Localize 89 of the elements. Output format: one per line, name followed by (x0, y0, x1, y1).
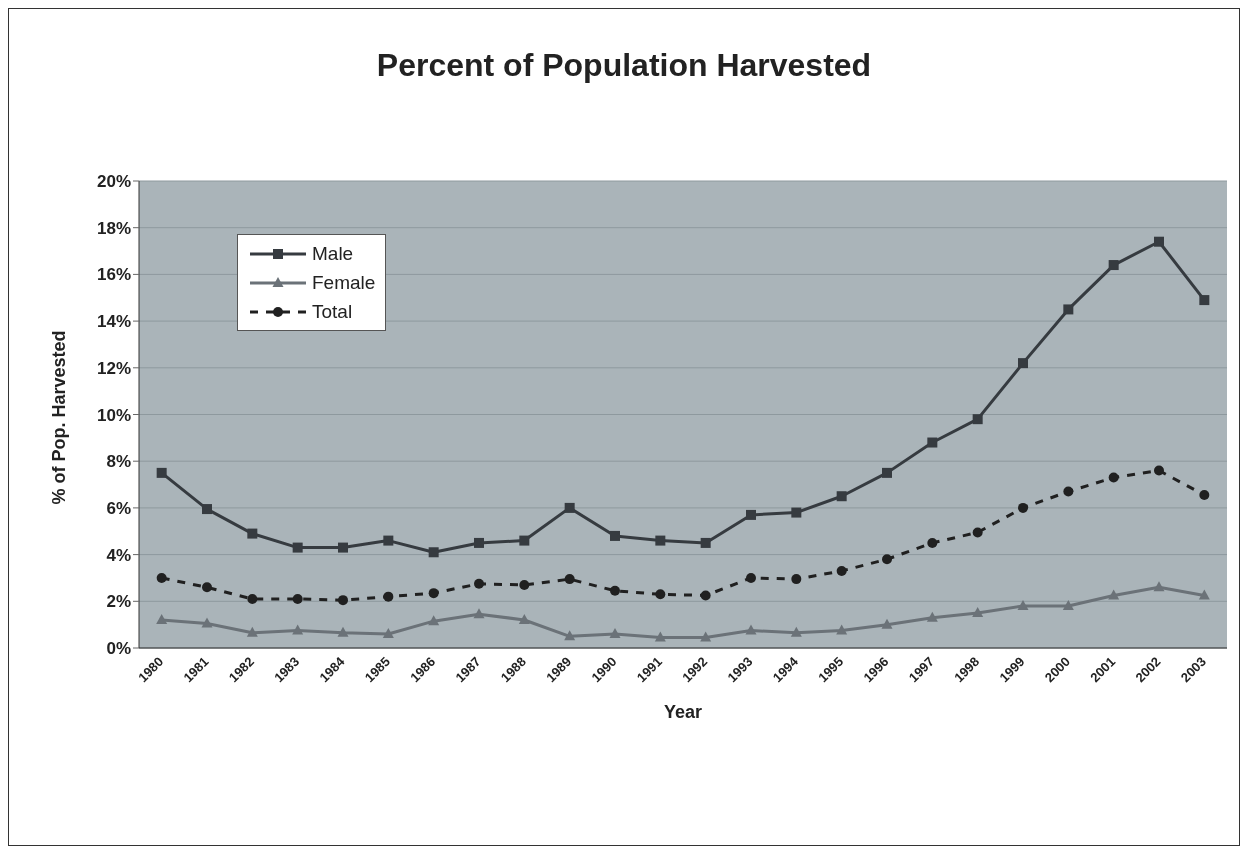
point (338, 542, 348, 553)
point (1063, 486, 1074, 497)
point (926, 611, 938, 622)
point (881, 618, 893, 629)
point (836, 565, 847, 576)
point (202, 582, 212, 593)
point (1062, 599, 1074, 610)
point (382, 627, 394, 638)
point (156, 613, 168, 624)
legend-label: Male (312, 242, 354, 265)
point (836, 624, 848, 635)
point (519, 579, 530, 590)
point (882, 554, 892, 565)
point (1017, 599, 1029, 610)
point (201, 617, 213, 628)
point (338, 595, 348, 606)
point (519, 535, 530, 546)
point (1108, 472, 1119, 483)
y-tick-label: 0% (106, 639, 131, 659)
point (972, 527, 983, 538)
point (609, 627, 621, 638)
y-tick-label: 18% (96, 218, 131, 238)
point (790, 626, 802, 637)
point (927, 537, 938, 548)
point (428, 547, 439, 558)
point (1154, 236, 1164, 247)
point (972, 606, 984, 617)
point (1154, 465, 1164, 476)
point (700, 631, 712, 642)
point (383, 591, 394, 602)
y-tick-label: 2% (106, 592, 131, 612)
point (1199, 490, 1210, 501)
y-tick-label: 20% (96, 172, 131, 192)
legend-label: Total (312, 300, 353, 323)
x-axis-title: Year (663, 702, 703, 722)
point (247, 528, 258, 539)
point (428, 615, 440, 626)
point (292, 542, 303, 553)
y-tick-label: 16% (96, 265, 131, 285)
point (1153, 581, 1165, 592)
point (746, 572, 756, 583)
y-axis-title: % of Pop. Harvested (49, 330, 70, 505)
point (1108, 589, 1120, 600)
point (791, 574, 802, 585)
point (1063, 304, 1074, 315)
point (791, 507, 802, 518)
point (292, 624, 304, 635)
point (1018, 358, 1028, 369)
point (654, 631, 666, 642)
point (1108, 260, 1119, 271)
point (927, 437, 938, 448)
point (292, 593, 303, 604)
y-tick-label: 12% (96, 358, 131, 378)
point (972, 414, 983, 425)
y-tick-label: 6% (106, 498, 131, 518)
point (564, 574, 575, 585)
point (156, 572, 167, 583)
point (156, 467, 167, 478)
point (745, 624, 757, 635)
point (655, 535, 666, 546)
point (518, 613, 530, 624)
point (700, 537, 711, 548)
point (1199, 295, 1210, 306)
point (247, 593, 258, 604)
point (383, 535, 394, 546)
point (473, 608, 485, 619)
point (836, 491, 847, 502)
point (1018, 502, 1028, 513)
point (700, 590, 711, 601)
point (202, 504, 212, 515)
y-tick-label: 14% (96, 312, 131, 332)
point (610, 585, 620, 596)
point (246, 626, 258, 637)
y-tick-label: 4% (106, 545, 131, 565)
point (564, 502, 575, 513)
y-tick-label: 10% (96, 405, 131, 425)
legend-label: Female (312, 271, 376, 294)
point (655, 589, 666, 600)
y-tick-label: 8% (106, 452, 131, 472)
point (746, 509, 756, 520)
point (474, 578, 484, 589)
point (564, 630, 576, 641)
point (882, 467, 892, 478)
point (474, 537, 484, 548)
chart-title: Percent of Population Harvested (375, 47, 873, 84)
point (337, 626, 349, 637)
point (1198, 589, 1210, 600)
point (428, 588, 439, 599)
point (610, 530, 620, 541)
